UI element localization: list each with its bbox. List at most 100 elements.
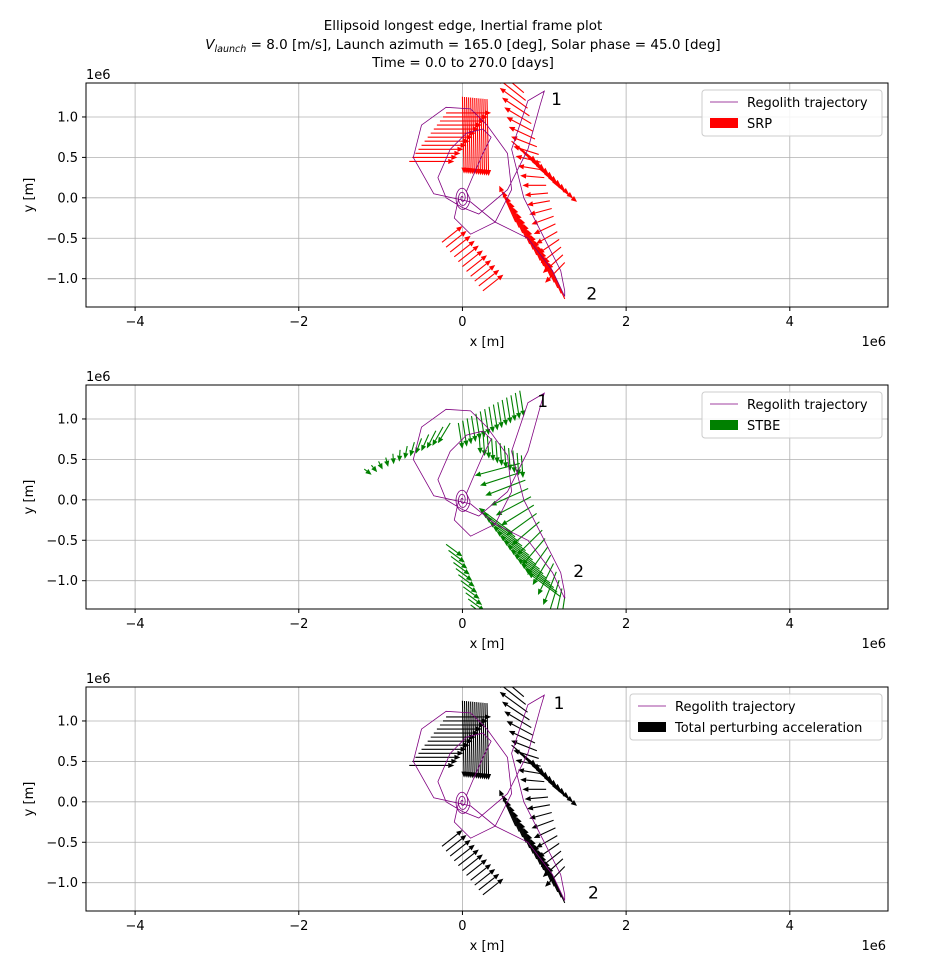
acceleration-arrow [466, 418, 473, 445]
acceleration-arrow [520, 173, 545, 179]
acceleration-arrow [433, 730, 479, 736]
acceleration-arrow [474, 462, 520, 477]
acceleration-arrow [433, 126, 479, 132]
acceleration-arrow [485, 99, 492, 176]
acceleration-arrow [544, 257, 562, 294]
legend-trajectory-label: Regolith trajectory [747, 398, 868, 413]
y-tick-label: 0.0 [57, 795, 78, 810]
acceleration-arrow [432, 426, 444, 446]
acceleration-arrow [424, 742, 470, 748]
acceleration-arrow [524, 191, 549, 198]
x-tick-label: 2 [622, 315, 630, 330]
acceleration-arrow [445, 543, 463, 557]
quiver-arrows [409, 687, 578, 904]
acceleration-arrow [502, 445, 509, 469]
acceleration-arrow [541, 251, 559, 289]
acceleration-arrow [494, 440, 500, 464]
acceleration-arrow [552, 181, 578, 202]
acceleration-arrow [482, 274, 504, 292]
acceleration-arrow [421, 142, 467, 148]
regolith-trajectory-line [412, 90, 566, 297]
acceleration-arrow [485, 435, 492, 459]
acceleration-arrow [556, 588, 563, 609]
acceleration-arrow [439, 118, 485, 124]
y-tick-label: 0.0 [57, 191, 78, 206]
acceleration-arrow [441, 830, 463, 847]
acceleration-arrow [511, 740, 538, 752]
acceleration-arrow [482, 512, 516, 538]
acceleration-arrow [427, 134, 473, 140]
legend-arrow-label: Total perturbing acceleration [674, 721, 862, 736]
acceleration-arrow [502, 795, 520, 832]
regolith-trajectory-line [412, 694, 566, 901]
x-tick-label: 0 [458, 617, 466, 632]
y-tick-label: 1.0 [57, 714, 78, 729]
y-tick-label: −0.5 [46, 534, 78, 549]
acceleration-arrow [415, 754, 461, 760]
axes-frame [85, 82, 889, 308]
legend: Regolith trajectory SRP [701, 89, 883, 137]
acceleration-arrow [478, 873, 500, 891]
acceleration-arrow [409, 442, 415, 457]
acceleration-arrow [449, 235, 471, 253]
x-tick-label: 4 [786, 919, 794, 934]
y-tick-label: 0.0 [57, 493, 78, 508]
acceleration-arrow [467, 598, 484, 609]
acceleration-arrow [443, 114, 489, 120]
acceleration-arrow [506, 397, 513, 424]
y-tick-label: 0.5 [57, 453, 78, 468]
acceleration-arrow [427, 738, 473, 744]
acceleration-arrow [511, 83, 525, 94]
acceleration-arrow [457, 422, 465, 449]
acceleration-arrow [460, 580, 478, 593]
acceleration-arrow [537, 563, 554, 596]
acceleration-arrow [455, 568, 473, 581]
legend: Regolith trajectory STBE [701, 391, 883, 439]
legend-arrow-swatch [710, 118, 738, 128]
y-axis-label: y [m] [22, 480, 37, 515]
acceleration-arrow [492, 526, 526, 552]
x-tick-label: 2 [622, 617, 630, 632]
acceleration-arrow [544, 861, 562, 898]
acceleration-arrow [506, 117, 534, 132]
x-tick-label: −4 [126, 919, 145, 934]
acceleration-arrow [418, 750, 464, 756]
y-axis-label: y [m] [22, 178, 37, 213]
acceleration-arrow [536, 231, 558, 244]
x-tick-label: 0 [458, 919, 466, 934]
acceleration-arrow [513, 554, 547, 579]
y-tick-label: −0.5 [46, 232, 78, 247]
y-tick-label: 1.0 [57, 412, 78, 427]
acceleration-arrow [511, 687, 525, 698]
acceleration-arrow [536, 835, 558, 848]
title-v-subscript: launch [215, 44, 247, 55]
acceleration-arrow [506, 196, 524, 234]
acceleration-arrow [466, 255, 487, 272]
acceleration-arrow [501, 399, 508, 426]
acceleration-arrow [458, 849, 479, 867]
x-tick-label: −4 [126, 315, 145, 330]
legend-arrow-swatch [638, 722, 666, 732]
acceleration-arrow [477, 431, 483, 454]
acceleration-arrow [449, 839, 471, 857]
acceleration-arrow [499, 185, 517, 223]
acceleration-arrow [488, 406, 495, 433]
acceleration-arrow [522, 182, 547, 188]
acceleration-arrow [499, 87, 528, 109]
y-offset-label: 1e6 [86, 68, 111, 83]
acceleration-arrow [506, 800, 524, 838]
y-tick-label: −1.0 [46, 272, 78, 287]
point-annotation: 1 [551, 90, 562, 110]
y-tick-label: 0.5 [57, 151, 78, 166]
x-tick-label: −2 [289, 315, 308, 330]
acceleration-arrow [511, 136, 538, 148]
acceleration-arrow [453, 844, 475, 862]
acceleration-arrow [470, 260, 492, 277]
point-annotation: 1 [554, 694, 565, 714]
acceleration-arrow [445, 834, 467, 852]
acceleration-arrow [510, 395, 517, 422]
x-tick-label: −2 [289, 919, 308, 934]
acceleration-arrow [462, 420, 469, 447]
acceleration-arrow [466, 859, 487, 876]
acceleration-arrow [474, 868, 496, 886]
